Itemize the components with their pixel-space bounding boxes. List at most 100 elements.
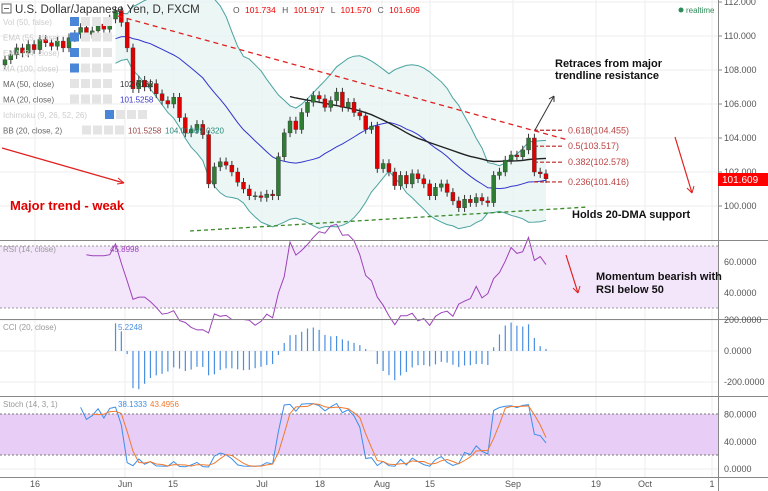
settings-gear-icon[interactable]	[93, 125, 102, 135]
remove-close-icon[interactable]	[115, 125, 124, 135]
candle[interactable]	[136, 79, 141, 89]
settings-gear-icon[interactable]	[81, 32, 90, 42]
legend-label[interactable]: EMA (34, close)	[3, 49, 60, 58]
candle[interactable]	[37, 39, 43, 50]
visibility-eye-icon[interactable]	[105, 110, 114, 119]
add-plus-icon[interactable]	[92, 94, 101, 104]
candle[interactable]	[322, 98, 328, 108]
resistance-trendline[interactable]	[117, 15, 569, 141]
candle[interactable]	[113, 10, 118, 20]
candle[interactable]	[439, 183, 444, 188]
candle[interactable]	[252, 195, 258, 198]
candle[interactable]	[200, 124, 205, 135]
candle[interactable]	[340, 91, 345, 108]
rsi-line[interactable]	[86, 223, 547, 334]
remove-close-icon[interactable]	[103, 94, 112, 104]
remove-close-icon[interactable]	[103, 32, 112, 42]
visibility-eye-icon[interactable]	[70, 94, 79, 104]
candle[interactable]	[14, 47, 19, 55]
remove-close-icon[interactable]	[103, 48, 112, 57]
candle[interactable]	[218, 161, 223, 168]
candle[interactable]	[26, 44, 31, 54]
candle[interactable]	[165, 100, 171, 105]
candle[interactable]	[415, 173, 421, 179]
candle[interactable]	[450, 192, 456, 202]
candle[interactable]	[410, 173, 415, 185]
candle[interactable]	[369, 125, 374, 130]
candle[interactable]	[183, 117, 188, 134]
candle[interactable]	[247, 188, 252, 197]
candle[interactable]	[148, 83, 153, 88]
candle[interactable]	[346, 102, 351, 108]
candle[interactable]	[2, 59, 8, 66]
legend-label[interactable]: MA (50, close)	[3, 80, 54, 89]
candle[interactable]	[305, 102, 310, 113]
candle[interactable]	[212, 166, 217, 185]
candle[interactable]	[60, 40, 66, 49]
candle[interactable]	[462, 198, 467, 208]
candle[interactable]	[154, 83, 159, 94]
candle[interactable]	[316, 95, 322, 100]
candle[interactable]	[194, 124, 200, 130]
candle[interactable]	[514, 154, 520, 157]
candle[interactable]	[43, 39, 48, 44]
candle[interactable]	[177, 96, 182, 118]
symbol-title[interactable]: U.S. Dollar/Japanese Yen, D, FXCM	[15, 4, 200, 16]
candle[interactable]	[142, 79, 147, 88]
candle[interactable]	[49, 42, 54, 47]
collapse-icon[interactable]	[1, 3, 12, 14]
visibility-eye-icon[interactable]	[70, 79, 79, 88]
candle[interactable]	[491, 175, 496, 203]
support-trendline[interactable]	[189, 206, 589, 232]
candle[interactable]	[468, 198, 473, 203]
remove-close-icon[interactable]	[103, 79, 112, 88]
settings-gear-icon[interactable]	[81, 63, 90, 73]
candle[interactable]	[433, 187, 438, 197]
legend-label[interactable]: Vol (50, false)	[3, 18, 52, 27]
settings-gear-icon[interactable]	[81, 94, 90, 104]
candle[interactable]	[229, 164, 235, 173]
legend-label[interactable]: MA (100, close)	[3, 65, 59, 74]
visibility-eye-icon[interactable]	[82, 125, 91, 135]
candle[interactable]	[357, 112, 363, 117]
legend-label[interactable]: BB (20, close, 2)	[3, 127, 62, 136]
candle[interactable]	[328, 100, 333, 108]
remove-close-icon[interactable]	[138, 110, 147, 119]
candle[interactable]	[223, 161, 229, 166]
candle[interactable]	[235, 171, 240, 183]
candle[interactable]	[456, 200, 461, 208]
candle[interactable]	[124, 22, 130, 49]
candle[interactable]	[188, 129, 194, 134]
candle[interactable]	[159, 93, 165, 101]
add-plus-icon[interactable]	[92, 48, 101, 57]
candle[interactable]	[386, 163, 392, 173]
candle[interactable]	[171, 96, 176, 105]
settings-gear-icon[interactable]	[81, 17, 90, 26]
candle[interactable]	[473, 197, 479, 203]
candle[interactable]	[503, 159, 508, 173]
candle[interactable]	[398, 175, 403, 186]
stoch-d-line[interactable]	[92, 403, 547, 467]
candle[interactable]	[497, 171, 502, 176]
candle[interactable]	[444, 183, 450, 193]
candle[interactable]	[55, 40, 60, 47]
remove-close-icon[interactable]	[103, 17, 112, 26]
candle[interactable]	[427, 183, 432, 196]
candle[interactable]	[8, 54, 14, 61]
candle[interactable]	[276, 156, 281, 196]
settings-gear-icon[interactable]	[81, 48, 90, 57]
add-plus-icon[interactable]	[104, 125, 113, 135]
candle[interactable]	[241, 181, 246, 190]
candle[interactable]	[299, 112, 304, 130]
candle[interactable]	[363, 115, 368, 130]
add-plus-icon[interactable]	[92, 79, 101, 88]
add-plus-icon[interactable]	[127, 110, 136, 119]
candle[interactable]	[311, 95, 316, 103]
candle[interactable]	[351, 102, 357, 113]
candle[interactable]	[404, 175, 409, 185]
settings-gear-icon[interactable]	[81, 79, 90, 88]
visibility-eye-icon[interactable]	[70, 48, 79, 57]
candle[interactable]	[508, 154, 514, 161]
remove-close-icon[interactable]	[103, 63, 112, 73]
